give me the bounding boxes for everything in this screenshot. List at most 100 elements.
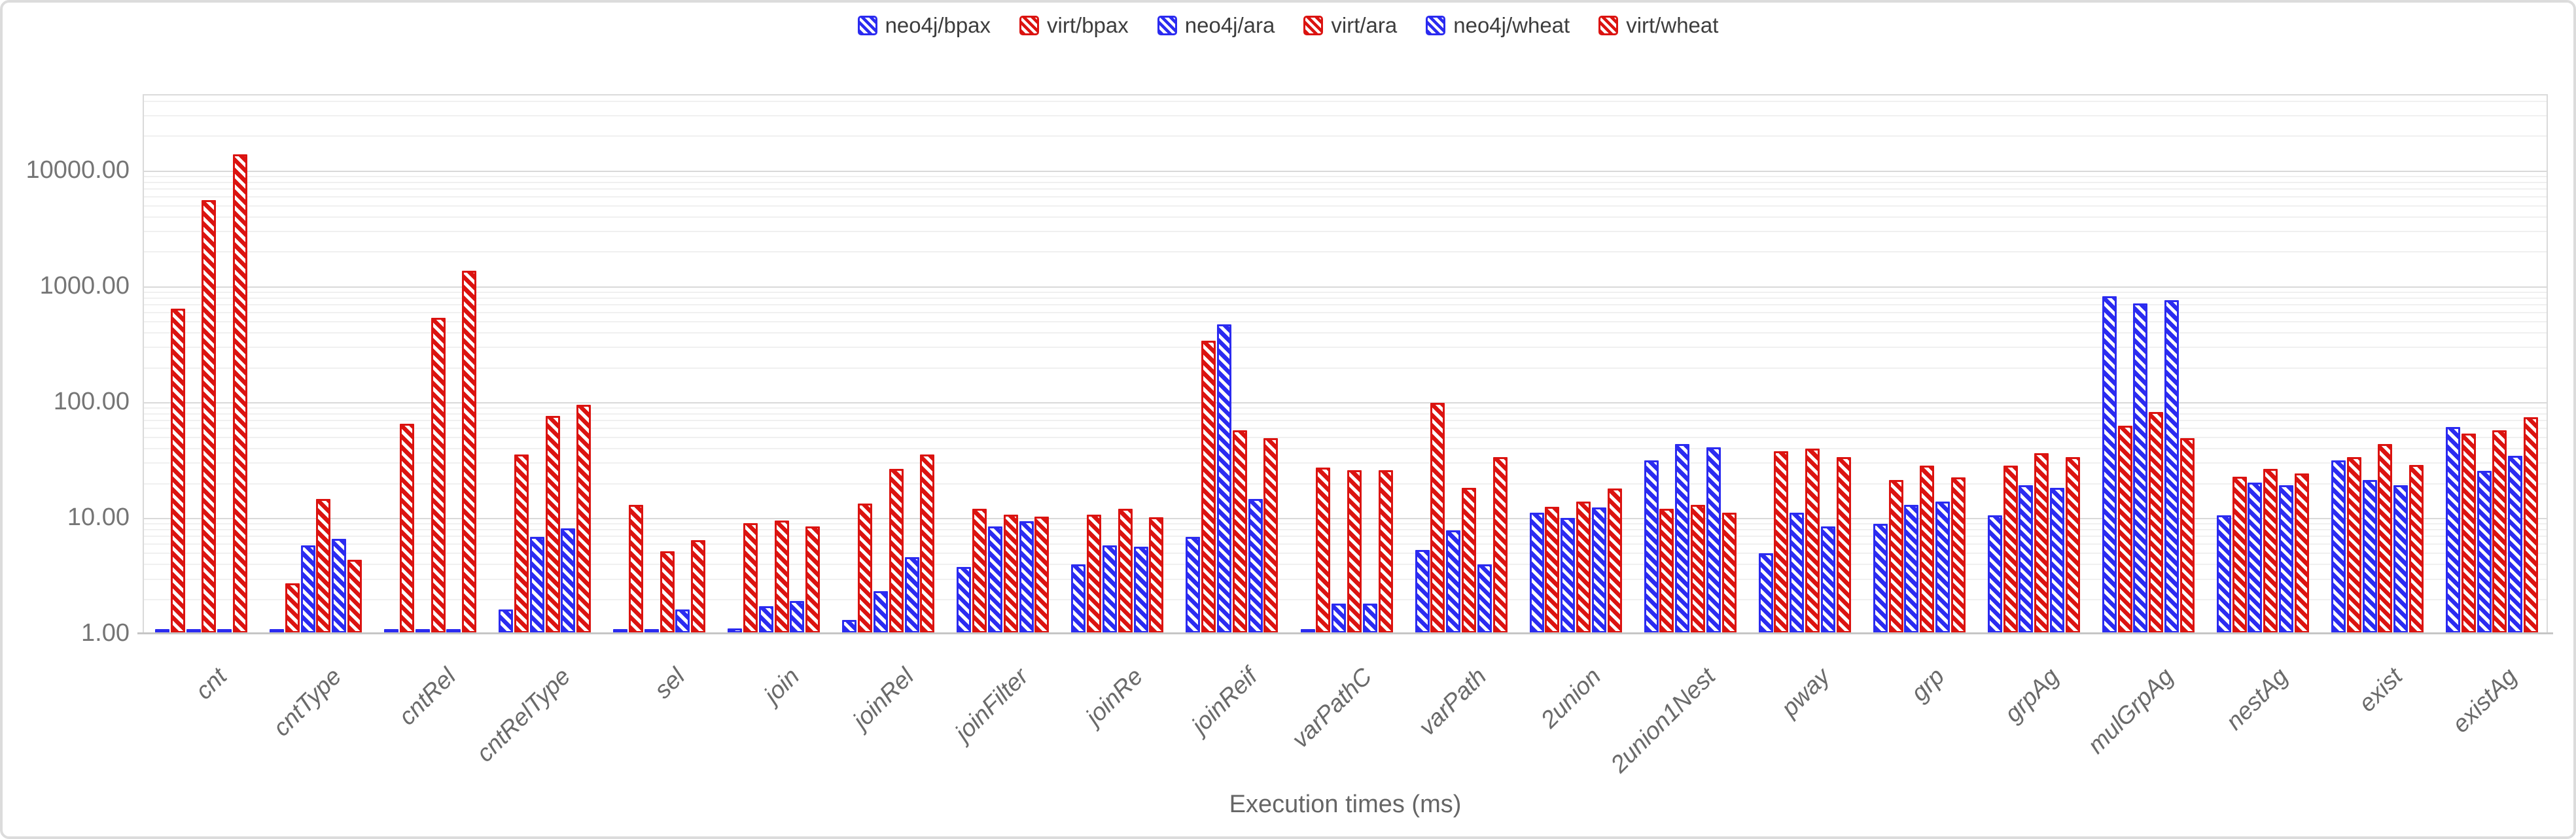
bar-neo4j-ara-cntType [300,545,315,633]
gridline-minor [144,483,2547,485]
gridline-minor [144,188,2547,190]
y-axis-tick-label: 1.00 [81,619,130,647]
legend-label: neo4j/ara [1184,13,1275,37]
legend-swatch-icon [1426,16,1446,35]
bar-virt-wheat-joinFilter [1034,517,1050,633]
bar-neo4j-bpax-2union1Nest [1644,460,1659,633]
legend-label: neo4j/bpax [885,13,991,37]
gridline-minor [144,297,2547,299]
gridline-major [144,286,2547,288]
gridline-minor [144,413,2547,415]
bar-virt-ara-2union [1576,501,1591,633]
gridline-minor [144,448,2547,450]
bar-virt-bpax-cntRelType [514,454,529,633]
bar-virt-ara-mulGrpAg [2149,412,2164,633]
bar-virt-ara-pway [1805,449,1820,633]
gridline-minor [144,101,2547,103]
bar-virt-ara-cnt [202,200,217,633]
bar-virt-wheat-cnt [233,154,248,633]
gridline-minor [144,437,2547,439]
gridline-minor [144,529,2547,531]
gridline-minor [144,304,2547,306]
bar-neo4j-ara-cntRel [415,629,430,633]
gridline-minor [144,598,2547,600]
gridline-minor [144,462,2547,464]
bar-neo4j-bpax-exist [2331,460,2346,633]
bar-neo4j-ara-nestAg [2248,482,2263,633]
gridline-minor [144,175,2547,177]
plot-area [143,94,2548,633]
bar-neo4j-ara-joinRel [873,591,888,633]
bar-neo4j-ara-sel [644,629,659,633]
bar-neo4j-wheat-joinReif [1248,499,1263,633]
legend-swatch-icon [1019,16,1040,35]
bar-virt-ara-cntRel [431,317,446,633]
bar-virt-bpax-sel [629,504,643,633]
legend-swatch-icon [857,16,877,35]
bar-neo4j-wheat-cnt [217,629,232,633]
bar-neo4j-bpax-varPath [1415,550,1430,633]
bar-neo4j-wheat-2union1Nest [1706,447,1721,633]
bar-neo4j-bpax-joinReif [1186,536,1201,633]
bar-virt-wheat-nestAg [2294,473,2309,633]
x-axis-line [137,632,2553,634]
bar-virt-wheat-existAg [2523,417,2538,633]
bar-neo4j-ara-existAg [2477,471,2492,633]
bar-neo4j-wheat-varPathC [1362,603,1377,633]
bar-neo4j-ara-varPath [1446,530,1461,633]
bar-neo4j-ara-joinRe [1103,545,1117,633]
legend-item-virt-wheat: virt/wheat [1598,13,1718,38]
gridline-minor [144,205,2547,207]
gridline-minor [144,332,2547,334]
bar-neo4j-bpax-joinRel [842,619,857,633]
gridline-minor [144,523,2547,525]
bar-neo4j-bpax-cntRelType [499,609,514,633]
bar-neo4j-wheat-2union [1591,507,1606,633]
bar-neo4j-ara-varPathC [1332,603,1347,633]
y-axis-tick-label: 10000.00 [26,156,130,184]
legend-swatch-icon [1157,16,1177,35]
bar-virt-ara-joinRel [889,469,904,633]
bar-neo4j-wheat-pway [1820,526,1835,633]
gridline-minor [144,428,2547,430]
bar-neo4j-wheat-sel [675,609,690,633]
bar-neo4j-bpax-nestAg [2216,515,2231,633]
bar-virt-wheat-cntRel [462,270,477,633]
gridline-minor [144,543,2547,545]
bar-neo4j-ara-2union1Nest [1675,443,1690,633]
gridline-minor [144,553,2547,555]
bar-virt-wheat-mulGrpAg [2179,437,2195,633]
bar-virt-bpax-joinFilter [972,509,987,633]
bar-virt-ara-join [774,520,789,633]
legend-label: neo4j/wheat [1453,13,1570,37]
gridline-major [144,170,2547,172]
legend-item-virt-ara: virt/ara [1303,13,1397,38]
legend-label: virt/bpax [1047,13,1129,37]
bar-virt-bpax-2union1Nest [1659,509,1674,633]
bar-virt-bpax-grpAg [2003,465,2018,633]
bar-neo4j-wheat-cntType [332,539,347,633]
bar-neo4j-wheat-mulGrpAg [2164,300,2179,633]
gridline-minor [144,196,2547,197]
bar-neo4j-wheat-exist [2393,485,2408,633]
gridline-major [144,402,2547,403]
gridline-minor [144,251,2547,253]
gridline-minor [144,367,2547,369]
bar-neo4j-bpax-existAg [2445,427,2460,633]
bar-neo4j-ara-joinReif [1217,324,1232,633]
bar-neo4j-wheat-grp [1935,501,1950,633]
bar-virt-bpax-existAg [2461,433,2476,633]
bar-neo4j-ara-join [758,606,773,633]
bar-virt-wheat-2union1Nest [1721,512,1737,633]
gridline-minor [144,231,2547,233]
bar-virt-wheat-joinReif [1263,437,1279,633]
bar-virt-ara-joinFilter [1003,515,1018,633]
bar-virt-ara-joinRe [1118,509,1133,633]
bar-virt-ara-grp [1920,465,1935,633]
bar-virt-ara-cntRelType [545,415,560,633]
gridline-minor [144,291,2547,293]
gridline-minor [144,407,2547,409]
legend-item-virt-bpax: virt/bpax [1019,13,1129,38]
gridline-minor [144,216,2547,218]
